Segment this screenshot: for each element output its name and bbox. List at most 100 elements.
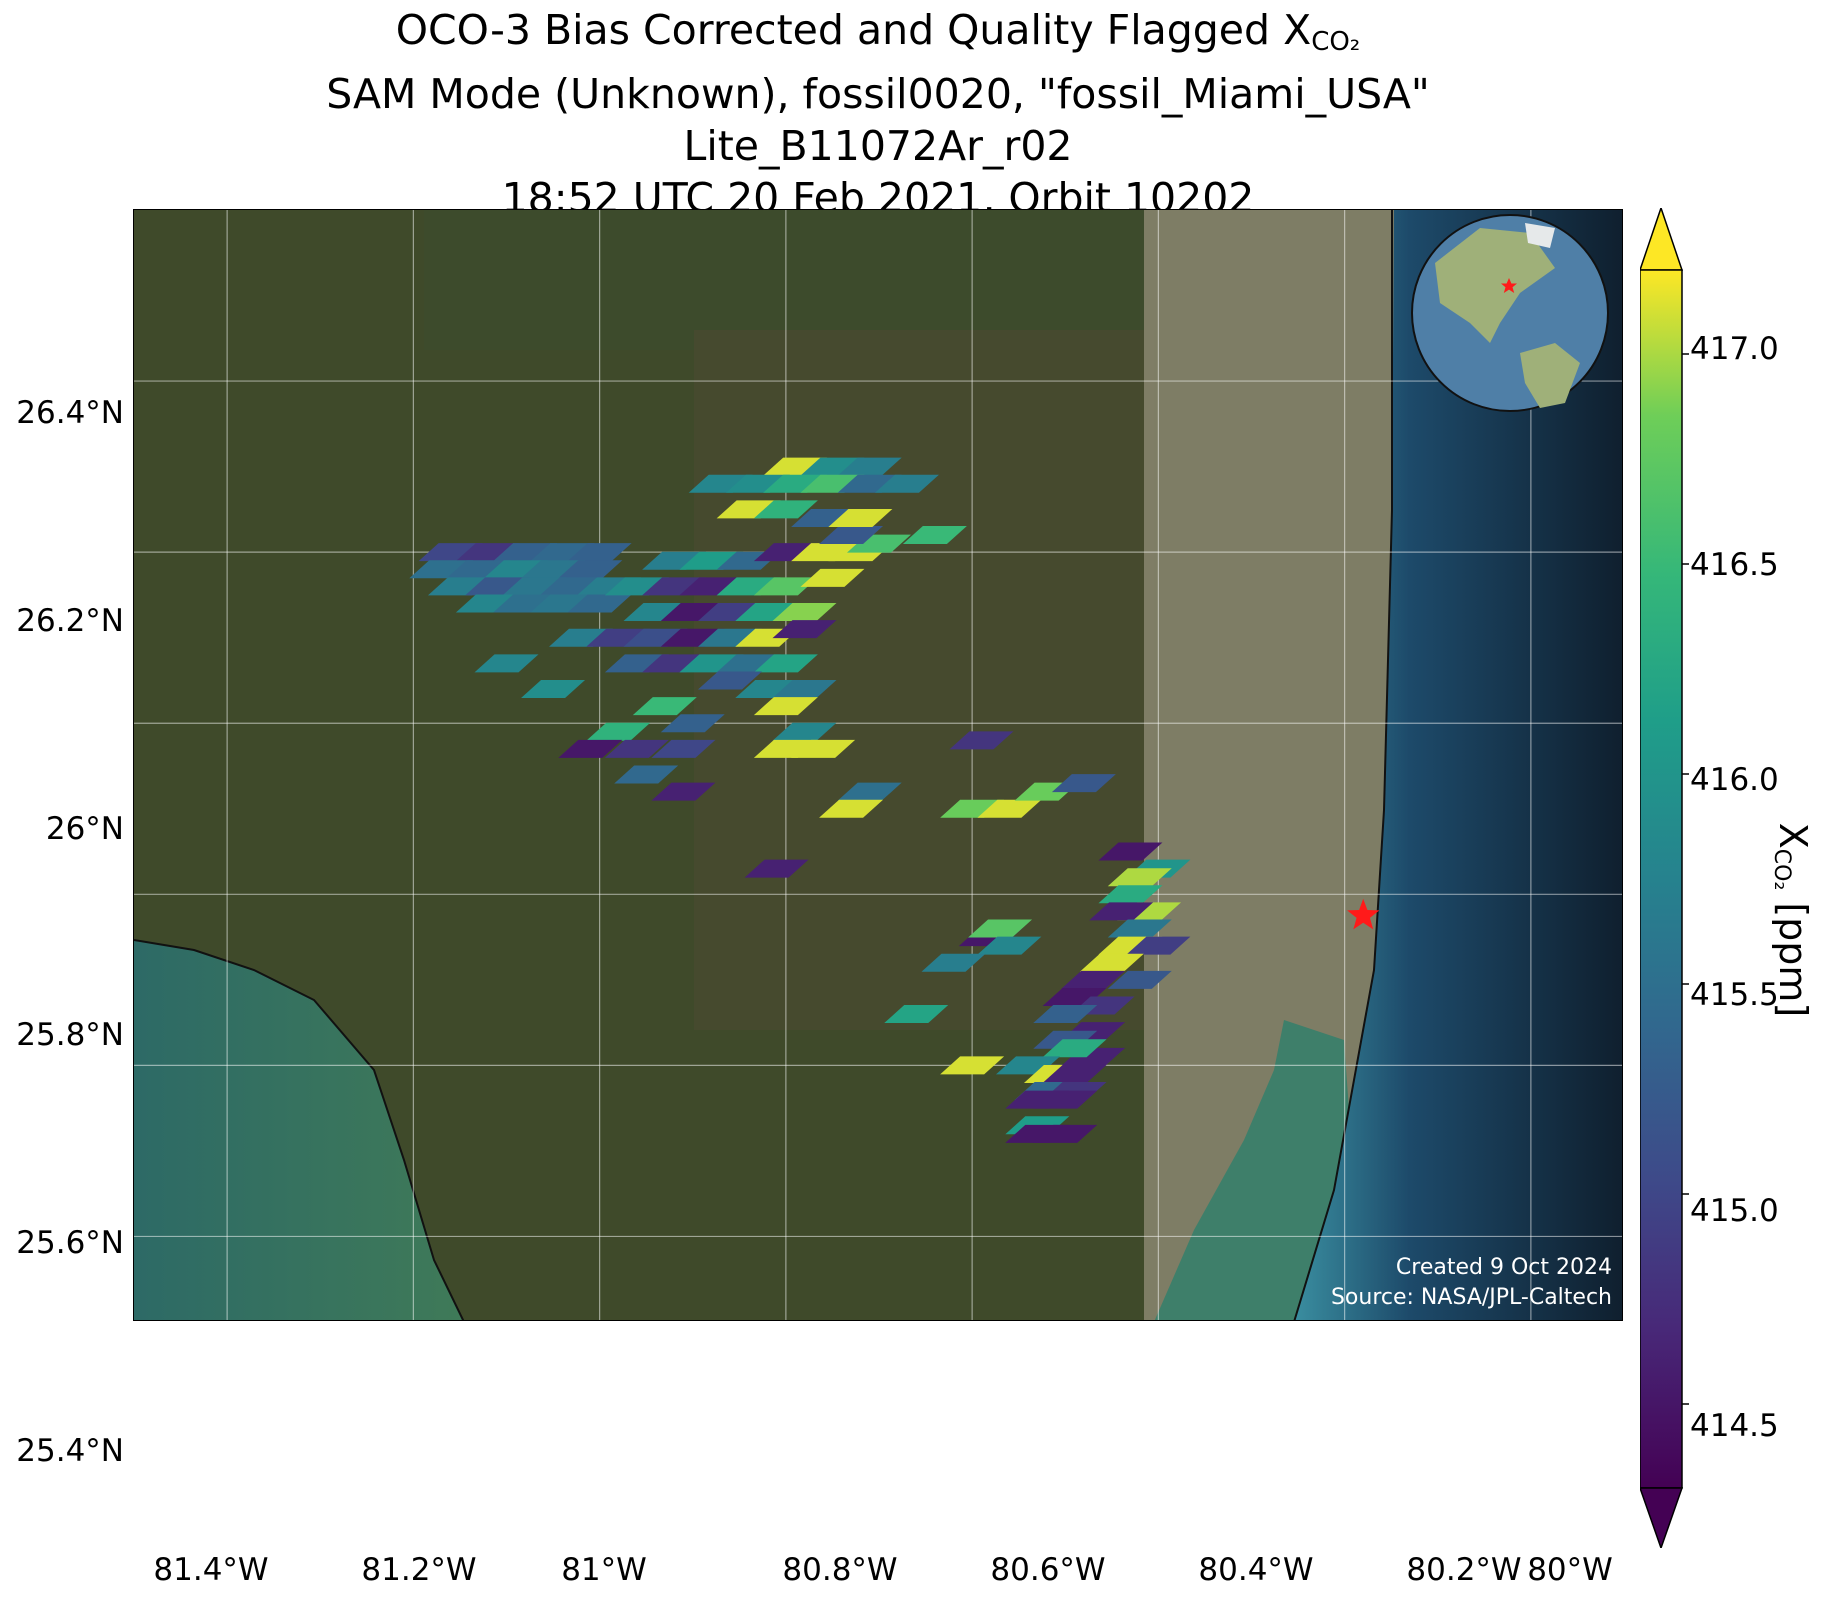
xco2-footprint — [874, 474, 939, 493]
colorbar-extend-bottom — [1640, 1487, 1684, 1548]
colorbar-tick-marks — [1682, 353, 1689, 1405]
xco2-footprint — [800, 568, 865, 587]
target-star-icon — [1347, 898, 1380, 930]
globe-star-icon — [1501, 278, 1517, 293]
xco2-footprint — [614, 765, 679, 784]
xco2-footprint — [744, 859, 809, 878]
title-line-1-text: OCO-3 Bias Corrected and Quality Flagged… — [395, 6, 1312, 54]
xco2-footprint — [558, 739, 623, 758]
xco2-footprint — [698, 671, 762, 690]
xco2-footprint — [474, 654, 539, 673]
xco2-footprint — [632, 697, 697, 716]
coastline-west — [134, 939, 465, 1320]
x-tick-label: 81°W — [561, 1552, 647, 1588]
x-tick-label: 80°W — [1527, 1552, 1613, 1588]
xco2-footprint — [753, 654, 818, 673]
y-tick-label: 25.8°N — [16, 1017, 124, 1053]
marker-layer — [1347, 898, 1380, 930]
y-tick-label: 26.4°N — [16, 395, 124, 431]
south-america-shape — [1520, 343, 1580, 408]
farmland-area — [424, 210, 1144, 350]
credit-source: Source: NASA/JPL-Caltech — [1330, 1285, 1612, 1310]
x-tick-label: 80.4°W — [1198, 1552, 1314, 1588]
colorbar-tick-label: 415.5 — [1690, 977, 1779, 1013]
colorbar-tick-label: 415.0 — [1690, 1193, 1779, 1229]
xco2-footprint — [791, 739, 856, 758]
y-tick-label: 25.6°N — [16, 1225, 124, 1261]
xco2-footprint — [828, 508, 893, 527]
y-tick-label: 26°N — [45, 811, 124, 847]
colorbar-tick-label: 414.5 — [1690, 1408, 1779, 1444]
title-line-1-subscript: CO₂ — [1311, 27, 1361, 57]
xco2-footprint — [567, 594, 632, 613]
credit-created: Created 9 Oct 2024 — [1395, 1255, 1612, 1280]
title-line-2: SAM Mode (Unknown), fossil0020, "fossil_… — [326, 70, 1430, 118]
biscayne-bay — [1154, 1020, 1349, 1320]
colorbar-label-prefix: X — [1771, 822, 1815, 849]
xco2-footprint — [753, 697, 818, 716]
colorbar-tick-label: 417.0 — [1690, 331, 1779, 367]
y-tick-label: 26.2°N — [16, 603, 124, 639]
xco2-footprint — [921, 953, 986, 972]
xco2-footprint — [819, 526, 884, 545]
xco2-footprint — [753, 500, 818, 519]
xco2-footprint — [902, 526, 967, 545]
xco2-footprint — [1079, 953, 1144, 972]
everglades-area — [694, 330, 1154, 1030]
xco2-footprint — [772, 680, 837, 699]
colorbar-extend-top — [1640, 208, 1684, 271]
xco2-footprint — [651, 782, 716, 801]
xco2-footprint — [753, 577, 818, 596]
xco2-footprint — [567, 543, 632, 562]
colorbar-tick-label: 416.5 — [1690, 547, 1779, 583]
xco2-footprint — [968, 919, 1033, 938]
map-panel[interactable]: Created 9 Oct 2024 Source: NASA/JPL-Calt… — [133, 209, 1623, 1321]
coastline-east — [1293, 210, 1393, 1320]
xco2-footprint — [977, 936, 1042, 955]
xco2-footprint — [772, 620, 837, 639]
xco2-footprint — [558, 560, 623, 579]
xco2-footprint — [772, 722, 837, 741]
xco2-footprint — [819, 799, 884, 818]
colorbar — [1640, 208, 1689, 1548]
xco2-footprint — [1126, 936, 1191, 955]
xco2-footprint — [1042, 1064, 1107, 1083]
x-tick-label: 81.4°W — [153, 1552, 269, 1588]
xco2-footprint — [1042, 1039, 1107, 1058]
xco2-footprint — [521, 680, 586, 699]
xco2-footprint — [1033, 1005, 1098, 1024]
title-line-3: Lite_B11072Ar_r02 — [683, 122, 1073, 170]
xco2-footprint — [660, 714, 725, 733]
gulf-water — [134, 940, 464, 1320]
footprint-layer — [409, 457, 1191, 1143]
colorbar-label-subscript: CO₂ — [1769, 848, 1794, 891]
x-tick-label: 80.2°W — [1406, 1552, 1522, 1588]
north-america-shape — [1435, 228, 1555, 343]
atlantic-ocean — [1294, 210, 1622, 1320]
map-canvas[interactable] — [134, 210, 1623, 1321]
x-tick-label: 80.6°W — [990, 1552, 1106, 1588]
x-tick-label: 81.2°W — [361, 1552, 477, 1588]
xco2-footprint — [837, 457, 902, 476]
xco2-footprint — [651, 739, 716, 758]
xco2-footprint — [1089, 902, 1154, 921]
xco2-footprint — [884, 1005, 949, 1024]
xco2-footprint — [772, 603, 837, 622]
xco2-footprint — [1107, 868, 1172, 887]
xco2-footprint — [1098, 842, 1163, 861]
xco2-footprint — [1033, 1124, 1098, 1143]
y-tick-label: 25.4°N — [16, 1433, 124, 1469]
xco2-footprint — [949, 731, 1014, 750]
colorbar-tick-label: 416.0 — [1690, 762, 1779, 798]
colorbar-label: XCO₂ [ppm] — [1769, 823, 1815, 1018]
xco2-footprint — [837, 782, 902, 801]
xco2-footprint — [1107, 919, 1172, 938]
xco2-footprint — [1098, 885, 1163, 904]
xco2-footprint — [1033, 1090, 1098, 1109]
xco2-footprint — [1051, 774, 1116, 793]
x-tick-label: 80.8°W — [782, 1552, 898, 1588]
xco2-footprint — [586, 722, 651, 741]
colorbar-gradient — [1640, 269, 1683, 1489]
globe-inset — [1411, 214, 1609, 412]
chart-title: OCO-3 Bias Corrected and Quality Flagged… — [133, 4, 1623, 224]
